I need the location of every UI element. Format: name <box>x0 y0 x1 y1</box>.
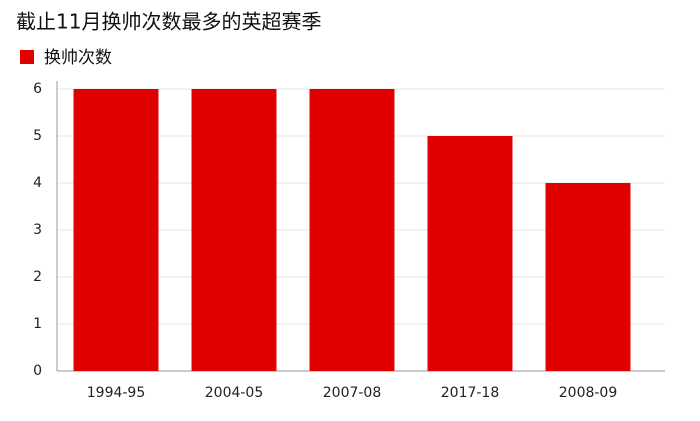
y-tick-label: 1 <box>33 316 42 332</box>
y-tick-label: 5 <box>33 128 42 144</box>
bar <box>545 183 631 371</box>
x-tick-label: 2017-18 <box>441 385 500 401</box>
x-tick-label: 2007-08 <box>323 385 382 401</box>
bar <box>427 136 513 371</box>
y-tick-label: 0 <box>33 363 42 379</box>
bar <box>191 89 277 371</box>
legend-swatch <box>20 50 34 64</box>
y-tick-label: 6 <box>33 81 42 97</box>
legend-label: 换帅次数 <box>44 48 112 68</box>
y-tick-label: 2 <box>33 269 42 285</box>
x-tick-label: 1994-95 <box>87 385 146 401</box>
y-tick-label: 3 <box>33 222 42 238</box>
x-tick-label: 2004-05 <box>205 385 264 401</box>
bar <box>309 89 395 371</box>
y-tick-label: 4 <box>33 175 42 191</box>
x-tick-label: 2008-09 <box>559 385 618 401</box>
bar <box>73 89 159 371</box>
chart-title: 截止11月换帅次数最多的英超赛季 <box>16 10 321 34</box>
